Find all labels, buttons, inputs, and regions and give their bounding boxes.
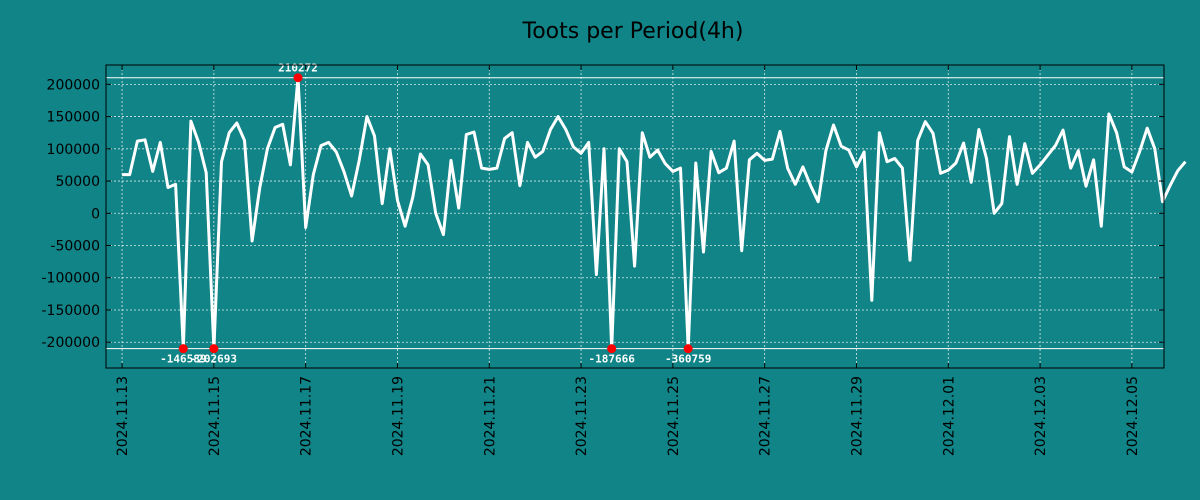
- series-line: [122, 76, 1187, 351]
- x-tick-label: 2024.11.25: [666, 376, 682, 456]
- y-tick-label: 50000: [55, 174, 100, 190]
- data-label: -187666: [588, 353, 635, 366]
- x-tick-label: 2024.11.19: [390, 376, 406, 456]
- y-tick-label: -50000: [50, 239, 100, 255]
- data-label: -360759: [665, 353, 711, 366]
- grid-lines: [106, 65, 1164, 368]
- y-tick-label: -100000: [42, 271, 101, 287]
- y-tick-label: 200000: [47, 77, 100, 93]
- data-label: 210272: [278, 62, 318, 75]
- reference-lines: [106, 77, 1164, 350]
- data-labels: 210272 -146589-202693 -187666 -360759: [160, 62, 711, 366]
- peak-marker: [209, 344, 219, 354]
- y-tick-label: 0: [91, 206, 100, 222]
- peak-markers: [178, 73, 693, 354]
- x-tick-label: 2024.12.05: [1125, 376, 1141, 456]
- y-tick-label: 150000: [47, 110, 100, 126]
- data-label: -202693: [191, 353, 237, 366]
- x-tick-label: 2024.11.21: [482, 376, 498, 456]
- y-tick-label: -200000: [42, 335, 101, 351]
- x-tick-label: 2024.12.03: [1033, 376, 1049, 456]
- x-tick-label: 2024.11.23: [574, 376, 590, 456]
- x-axis-ticks: 2024.11.13 2024.11.15 2024.11.17 2024.11.19…: [115, 65, 1141, 456]
- peak-marker: [607, 344, 617, 354]
- data-label: -146589: [160, 353, 206, 366]
- x-tick-label: 2024.11.29: [849, 376, 865, 456]
- x-tick-label: 2024.11.17: [299, 376, 315, 456]
- y-axis-ticks: 200000 150000 100000 50000 0 -50000 -100000 -15…: [42, 77, 1164, 351]
- peak-marker: [293, 73, 303, 83]
- x-tick-label: 2024.11.13: [115, 376, 131, 456]
- chart-title: Toots per Period(4h): [522, 19, 744, 44]
- peak-marker: [178, 344, 188, 354]
- x-tick-label: 2024.11.27: [758, 376, 774, 456]
- y-tick-label: 100000: [47, 142, 100, 158]
- peak-marker: [683, 344, 693, 354]
- y-tick-label: -150000: [42, 303, 101, 319]
- plot-frame: [105, 64, 1165, 369]
- x-tick-label: 2024.11.15: [207, 376, 223, 456]
- x-tick-label: 2024.12.01: [941, 376, 957, 456]
